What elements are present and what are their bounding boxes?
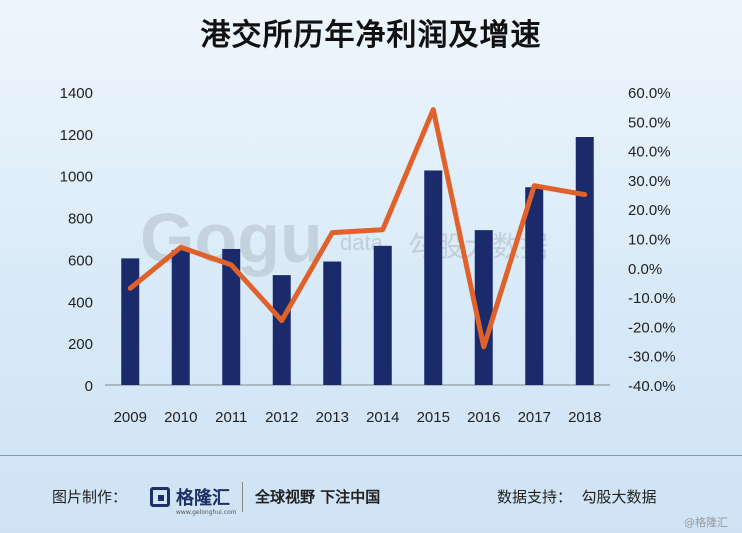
brand-name: 格隆汇 [176, 488, 230, 509]
bar [575, 136, 594, 385]
y-left-tick-label: 400 [68, 294, 93, 311]
bar [323, 261, 342, 385]
x-tick-label: 2009 [114, 409, 147, 426]
made-by-label: 图片制作： [52, 488, 128, 506]
y-right-tick-label: -10.0% [628, 290, 676, 307]
x-tick-label: 2015 [417, 409, 450, 426]
bar [424, 170, 443, 385]
gelonghui-logo-icon [150, 487, 170, 507]
y-left-tick-label: 600 [68, 252, 93, 269]
y-right-tick-label: 10.0% [628, 232, 671, 249]
y-left-tick-label: 0 [85, 378, 93, 395]
bar [525, 187, 544, 385]
y-right-tick-label: -30.0% [628, 349, 676, 366]
brand-url: www.gelonghui.com [176, 509, 237, 516]
y-right-tick-label: 50.0% [628, 114, 671, 131]
x-tick-label: 2017 [518, 409, 551, 426]
bar [222, 248, 241, 385]
y-left-tick-label: 200 [68, 336, 93, 353]
y-right-tick-label: 60.0% [628, 85, 671, 102]
y-right-tick-label: 40.0% [628, 144, 671, 161]
bar [121, 258, 140, 385]
y-axis-right: -40.0% -30.0% -20.0% -10.0% 0.0% 10.0% 20.0% 30… [628, 85, 676, 395]
bar-series [121, 136, 594, 385]
y-right-tick-label: -40.0% [628, 378, 676, 395]
x-tick-label: 2016 [467, 409, 500, 426]
y-left-tick-label: 1000 [60, 169, 93, 186]
x-tick-label: 2018 [568, 409, 601, 426]
bar [272, 275, 291, 385]
chart-title: 港交所历年净利润及增速 [200, 18, 542, 53]
y-axis-left: 0 200 400 600 800 1000 1200 1400 [60, 85, 93, 395]
x-tick-label: 2013 [316, 409, 349, 426]
footer-separator [242, 482, 243, 512]
y-right-tick-label: 30.0% [628, 173, 671, 190]
growth-line [127, 107, 588, 350]
slogan: 全球视野 下注中国 [255, 488, 381, 506]
growth-line-series [127, 107, 588, 350]
data-support: 数据支持： 勾股大数据 [497, 488, 657, 506]
corner-watermark: @格隆汇 [684, 516, 728, 529]
y-right-tick-label: -20.0% [628, 319, 676, 336]
y-right-tick-label: 0.0% [628, 261, 662, 278]
x-tick-label: 2010 [164, 409, 197, 426]
y-left-tick-label: 800 [68, 211, 93, 228]
bar [171, 250, 190, 385]
x-tick-label: 2012 [265, 409, 298, 426]
y-left-tick-label: 1200 [60, 127, 93, 144]
x-axis: 2009 2010 2011 2012 2013 2014 2015 2016 2017 2018 [105, 384, 610, 426]
chart-canvas: Gogu data 勾股大数据 020040060080010001200140… [60, 85, 676, 426]
footer-divider [0, 455, 742, 456]
x-tick-label: 2014 [366, 409, 399, 426]
y-left-tick-label: 1400 [60, 85, 93, 102]
bar [474, 230, 493, 385]
bar [373, 245, 392, 385]
y-right-tick-label: 20.0% [628, 202, 671, 219]
x-tick-label: 2011 [215, 409, 247, 426]
